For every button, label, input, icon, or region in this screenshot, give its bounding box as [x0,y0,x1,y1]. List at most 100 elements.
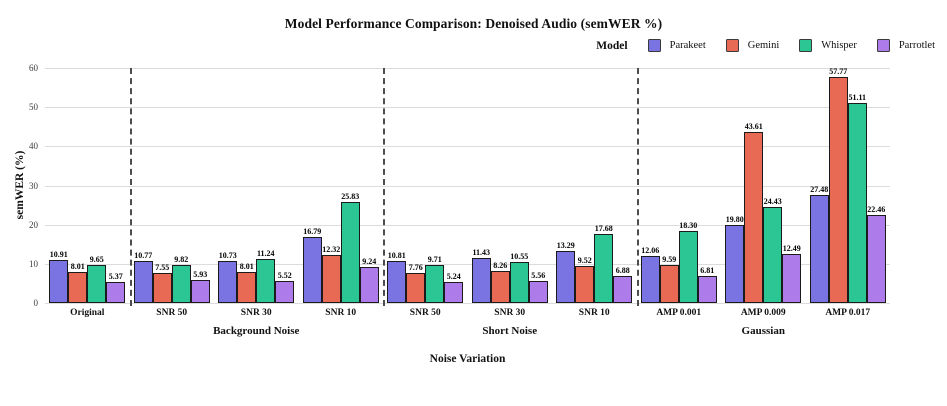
bar-parrotlet: 6.88 [613,267,633,303]
bar-parrotlet: 5.24 [444,273,464,303]
bar-value-label: 8.26 [493,261,508,270]
bar-value-label: 10.81 [387,251,406,260]
bar-parakeet: 10.77 [133,252,153,303]
bar-value-label: 8.01 [239,262,254,271]
bar-gemini: 8.01 [237,263,257,303]
group-separator-line [129,68,132,306]
bar-parrotlet: 6.81 [697,267,717,303]
bar-value-label: 7.55 [155,263,170,272]
bar-value-label: 9.71 [427,255,442,264]
bar-value-label: 5.93 [193,270,208,279]
legend-swatch-icon [799,39,813,52]
chart-title: Model Performance Comparison: Denoised A… [284,16,663,31]
bar-group-snr-50: 10.77 7.55 9.82 5.93 [130,68,215,303]
bar-whisper: 25.83 [340,193,360,303]
bar-parakeet: 10.91 [49,251,69,303]
bar-value-label: 17.68 [594,224,613,233]
x-tick-label: SNR 10 [325,308,357,318]
bar-parrotlet: 12.49 [782,245,802,303]
x-tick-label: AMP 0.001 [656,308,702,318]
bar-whisper: 9.71 [425,256,445,303]
gridline-y10 [45,263,890,265]
gridline-y30 [45,185,890,187]
bar-value-label: 12.06 [641,246,660,255]
bar-value-label: 9.65 [89,255,104,264]
bar-gemini: 9.52 [575,257,595,303]
x-tick-label: SNR 30 [240,308,272,318]
bar-group-snr-30: 10.73 8.01 11.24 5.52 [214,68,299,303]
bar-value-label: 8.01 [70,262,85,271]
bar-whisper: 18.30 [678,222,698,303]
bar-parrotlet: 5.56 [528,272,548,303]
bar-group-snr-10: 13.29 9.52 17.68 6.88 [552,68,637,303]
y-tick-label: 10 [29,258,38,269]
bar-parakeet: 11.43 [471,249,491,303]
bar-value-label: 5.56 [531,271,546,280]
x-tick-label: SNR 50 [409,308,441,318]
bar-gemini: 8.26 [490,262,510,303]
bar-whisper: 9.82 [171,256,191,303]
bar-group-amp-0-017: 27.48 57.77 51.11 22.46 [806,68,891,303]
legend-item-parakeet: Parakeet [647,39,706,52]
bar-parakeet: 27.48 [809,186,829,303]
x-group-label-background-noise: Background Noise [213,325,300,337]
bar-parrotlet: 5.52 [275,272,295,303]
bar-group-snr-50: 10.81 7.76 9.71 5.24 [383,68,468,303]
bar-whisper: 10.55 [509,253,529,303]
bar-value-label: 25.83 [341,192,360,201]
x-tick-label: AMP 0.017 [825,308,871,318]
bar-value-label: 6.88 [615,266,630,275]
x-group-label-short-noise: Short Noise [482,325,538,337]
bar-value-label: 12.32 [322,245,341,254]
bar-value-label: 10.73 [218,251,237,260]
bar-parakeet: 12.06 [640,247,660,303]
bar-value-label: 7.76 [408,263,423,272]
bar-value-label: 11.43 [472,248,491,257]
bar-parrotlet: 5.37 [106,273,126,303]
bar-value-label: 9.82 [174,255,189,264]
bar-value-label: 12.49 [782,244,801,253]
legend-item-parrotlet: Parrotlet [876,39,935,52]
legend-swatch-icon [647,39,661,52]
bar-value-label: 11.24 [256,249,275,258]
bar-value-label: 10.77 [134,251,153,260]
bar-whisper: 17.68 [594,225,614,303]
bar-gemini: 43.61 [744,123,764,303]
group-separator-line [383,68,385,306]
bar-value-label: 13.29 [556,241,575,250]
x-tick-label: SNR 50 [156,308,188,318]
x-tick-label: SNR 10 [578,308,610,318]
legend-item-gemini: Gemini [725,39,780,52]
group-separator-line [636,68,639,306]
legend-item-label: Gemini [747,40,780,51]
bar-gemini: 12.32 [321,246,341,303]
legend-item-label: Whisper [821,40,857,51]
bar-value-label: 16.79 [303,227,322,236]
bar-value-label: 9.52 [577,256,592,265]
bar-value-label: 9.24 [362,257,377,266]
bar-value-label: 6.81 [700,266,715,275]
bar-gemini: 7.55 [152,264,172,303]
gridline-y40 [45,146,890,148]
bar-value-label: 22.46 [867,205,886,214]
bar-parrotlet: 5.93 [190,271,210,303]
legend-swatch-icon [876,39,890,52]
y-tick-label: 0 [33,298,39,308]
bar-whisper: 24.43 [763,198,783,303]
legend-item-label: Parakeet [669,40,706,51]
legend-item-label: Parrotlet [898,40,935,51]
bar-value-label: 19.80 [725,215,744,224]
bar-value-label: 5.24 [446,272,461,281]
y-axis-label: semWER (%) [14,150,26,220]
bar-gemini: 7.76 [406,264,426,303]
bar-value-label: 43.61 [744,122,763,131]
bar-gemini: 57.77 [828,68,848,303]
bar-gemini: 9.59 [659,256,679,303]
bar-value-label: 27.48 [810,185,829,194]
x-tick-label: AMP 0.009 [740,308,786,318]
legend-swatch-icon [725,39,739,52]
bar-gemini: 8.01 [68,263,88,303]
bar-parakeet: 16.79 [302,228,322,303]
x-tick-label: SNR 30 [494,308,526,318]
